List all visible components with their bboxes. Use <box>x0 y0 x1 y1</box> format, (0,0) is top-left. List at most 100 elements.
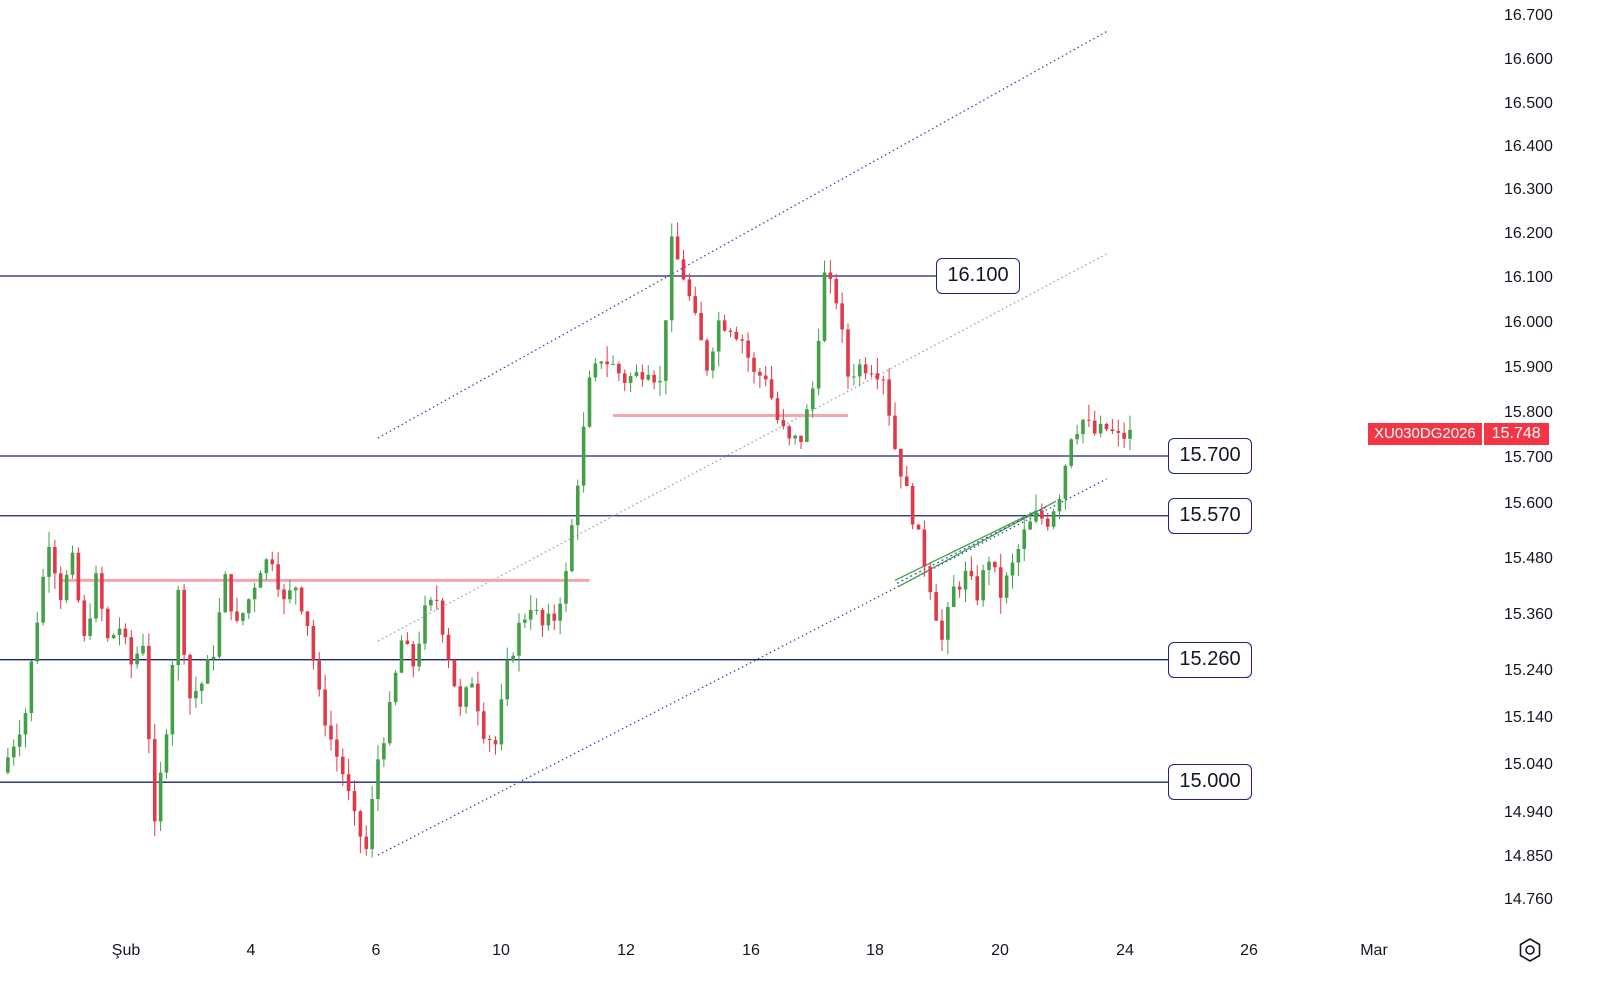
candle-body <box>1081 419 1085 435</box>
candle-body <box>634 372 639 377</box>
candle-body <box>440 600 445 635</box>
candle-body <box>1057 498 1062 512</box>
candle-body <box>188 654 192 699</box>
candle-body <box>105 608 110 639</box>
candle-body <box>6 757 10 773</box>
candle-body <box>70 552 75 575</box>
level-label-box[interactable]: 16.100 <box>936 258 1020 294</box>
candle-body <box>628 376 633 383</box>
candle-body <box>170 664 175 735</box>
candle-body <box>617 363 621 374</box>
x-tick-label: 18 <box>866 942 884 959</box>
candle-body <box>951 586 956 607</box>
candle-body <box>793 435 797 439</box>
gear-icon[interactable] <box>1516 936 1544 964</box>
candle-body <box>323 689 327 726</box>
candle-body <box>746 340 750 358</box>
level-label-box[interactable]: 15.260 <box>1168 641 1252 678</box>
candle-body <box>241 613 245 621</box>
candle-body <box>264 559 269 574</box>
candle-body <box>916 524 921 530</box>
candle-body <box>205 659 210 684</box>
y-tick-label: 14.760 <box>1504 891 1553 908</box>
candle-body <box>17 734 22 747</box>
candle-body <box>993 561 997 568</box>
x-tick-label: Mar <box>1360 942 1388 959</box>
candle-body <box>111 634 116 639</box>
candle-body <box>652 374 656 383</box>
candle-body <box>863 364 868 374</box>
candle-body <box>1092 420 1097 434</box>
candle-body <box>429 599 433 606</box>
candle-body <box>622 373 627 383</box>
candle-body <box>805 409 809 442</box>
candle-body <box>511 655 515 661</box>
candle-body <box>481 711 486 739</box>
candle-body <box>252 587 257 600</box>
candle-body <box>346 774 351 792</box>
level-label-box[interactable]: 15.700 <box>1168 438 1252 474</box>
candle-body <box>1075 434 1079 440</box>
y-tick-label: 15.240 <box>1504 662 1553 679</box>
candle-body <box>769 379 774 399</box>
candle-body <box>476 683 480 712</box>
candle-body <box>452 659 457 687</box>
y-tick-label: 15.140 <box>1504 709 1553 726</box>
candle-body <box>282 589 286 600</box>
x-tick-label: 12 <box>617 942 635 959</box>
candle-body <box>1028 521 1032 530</box>
candle-body <box>176 589 181 665</box>
candle-body <box>370 798 374 850</box>
x-tick-label: 20 <box>991 942 1009 959</box>
candle-body <box>722 320 727 331</box>
candle-body <box>164 734 169 773</box>
candle-body <box>1063 465 1068 499</box>
candle-body <box>487 738 492 741</box>
candle-body <box>53 546 57 574</box>
candle-body <box>499 699 504 745</box>
y-tick-label: 16.100 <box>1504 269 1553 286</box>
candle-body <box>869 373 874 375</box>
x-tick-label: 26 <box>1240 942 1258 959</box>
candle-body <box>893 415 897 449</box>
candle-body <box>752 357 756 372</box>
wedge-line <box>894 510 1037 581</box>
candle-body <box>135 653 139 665</box>
candle-body <box>1040 510 1044 519</box>
candle-body <box>740 339 745 341</box>
price-axis[interactable]: 16.700 16.600 16.500 16.400 16.300 16.200 16.1… <box>1504 7 1553 908</box>
candle-body <box>100 573 104 609</box>
x-tick-label: 24 <box>1116 942 1134 959</box>
candle-body <box>1098 423 1103 434</box>
level-label-box[interactable]: 15.000 <box>1168 764 1252 801</box>
candle-body <box>393 672 398 703</box>
y-tick-label: 15.700 <box>1504 449 1553 466</box>
candle-body <box>946 606 950 640</box>
candle-body <box>810 388 815 410</box>
candle-body <box>787 426 792 439</box>
x-tick-label: 16 <box>742 942 760 959</box>
candle-body <box>1051 511 1056 527</box>
candle-body <box>376 759 380 799</box>
candle-body <box>699 312 703 341</box>
candle-body <box>41 576 45 623</box>
candle-body <box>417 643 421 667</box>
candle-body <box>129 637 134 665</box>
candle-body <box>587 377 592 427</box>
candle-body <box>411 644 416 667</box>
candle-body <box>523 619 527 623</box>
candle-body <box>458 686 463 707</box>
level-label-box[interactable]: 15.570 <box>1168 497 1252 534</box>
time-axis[interactable]: Şub 4 6 10 12 16 18 20 24 26 Mar <box>112 942 1389 959</box>
candle-body <box>387 702 392 744</box>
y-tick-label: 15.900 <box>1504 359 1553 376</box>
symbol-label: XU030DG2026 <box>1368 423 1482 445</box>
channel-mid-line <box>377 253 1107 642</box>
candle-body <box>1034 510 1038 522</box>
candle-body <box>781 420 786 427</box>
candle-body <box>382 743 386 760</box>
candle-body <box>957 586 962 590</box>
candle-body <box>464 687 468 707</box>
candle-body <box>1110 429 1115 432</box>
